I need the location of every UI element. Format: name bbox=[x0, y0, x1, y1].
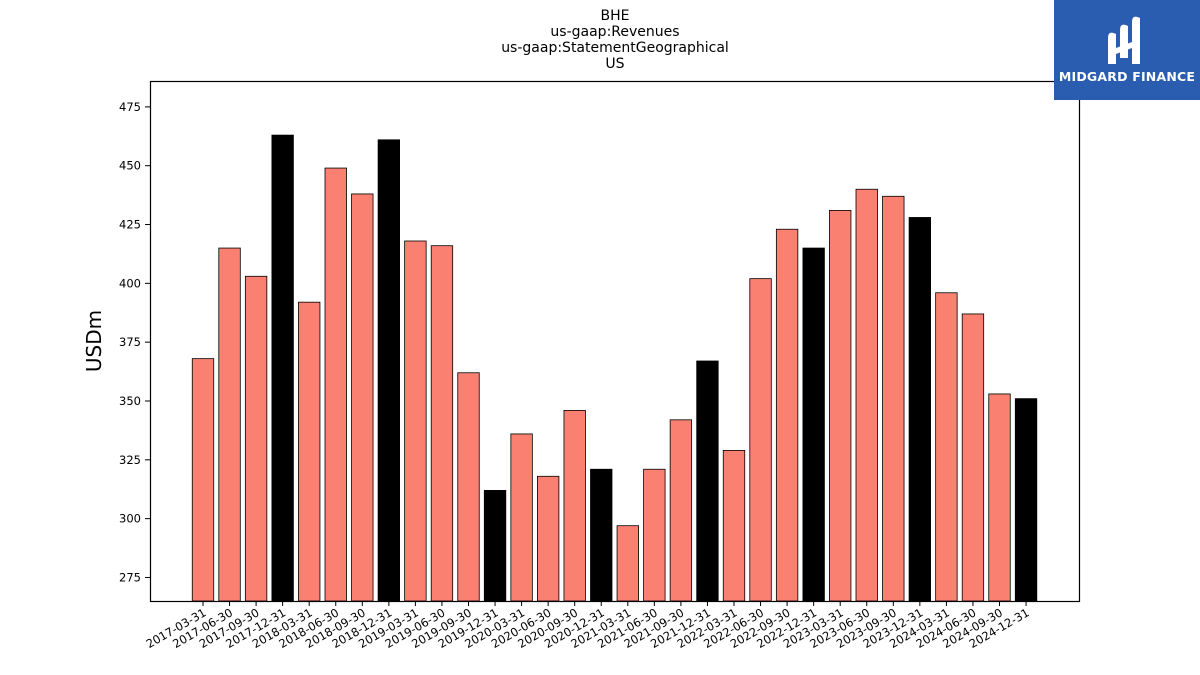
bars-group bbox=[191, 134, 1038, 602]
bar-2023-09-30 bbox=[882, 195, 905, 602]
bar-2023-06-30 bbox=[855, 188, 878, 602]
bar-2017-06-30 bbox=[218, 247, 241, 602]
y-tick-label: 350 bbox=[119, 394, 141, 408]
logo-text: MIDGARD FINANCE bbox=[1058, 69, 1196, 84]
bar-2020-03-31 bbox=[510, 433, 533, 602]
y-tick-label: 275 bbox=[119, 570, 141, 584]
bar-2017-03-31 bbox=[191, 358, 215, 602]
y-tick-label: 375 bbox=[119, 335, 141, 349]
bar-2022-12-31 bbox=[802, 247, 825, 602]
bar-2019-03-31 bbox=[404, 240, 427, 602]
y-axis: 275 300 325 350 375 400 425 450 475 bbox=[119, 100, 150, 584]
bar-2024-12-31 bbox=[1014, 398, 1038, 602]
x-axis: 2017-03-312017-06-302017-09-302017-12-31… bbox=[144, 601, 1032, 651]
y-tick-label: 300 bbox=[119, 512, 141, 526]
bar-2024-03-31 bbox=[935, 292, 958, 602]
bar-2023-12-31 bbox=[908, 217, 931, 602]
title-line-axis: us-gaap:StatementGeographical bbox=[501, 40, 729, 56]
plot-frame bbox=[149, 80, 1081, 603]
bar-2018-09-30 bbox=[351, 193, 374, 602]
bar-2021-12-31 bbox=[696, 360, 719, 602]
bar-2022-03-31 bbox=[722, 450, 746, 602]
bar-2020-12-31 bbox=[590, 468, 613, 602]
bar-2017-12-31 bbox=[271, 134, 294, 602]
bar-2019-06-30 bbox=[430, 245, 454, 602]
y-tick-label: 400 bbox=[119, 276, 141, 290]
y-axis-label: USDm bbox=[82, 310, 106, 372]
y-tick-label: 325 bbox=[119, 453, 141, 467]
bar-2024-06-30 bbox=[961, 313, 985, 602]
bar-2019-12-31 bbox=[483, 490, 507, 602]
bar-2018-12-31 bbox=[377, 139, 401, 602]
midgard-finance-logo: MIDGARD FINANCE bbox=[1054, 0, 1200, 100]
logo-mark-icon bbox=[1108, 16, 1140, 65]
title-line-company: BHE bbox=[600, 8, 630, 24]
bar-2022-09-30 bbox=[775, 228, 799, 602]
bar-2019-09-30 bbox=[457, 372, 480, 602]
title-line-member: US bbox=[605, 56, 625, 72]
title-line-concept: us-gaap:Revenues bbox=[550, 24, 680, 40]
y-tick-label: 425 bbox=[119, 218, 141, 232]
y-tick-label: 450 bbox=[119, 159, 141, 173]
bar-2022-06-30 bbox=[749, 278, 772, 602]
bar-2023-03-31 bbox=[829, 210, 852, 602]
bar-2024-09-30 bbox=[988, 393, 1011, 602]
bar-2018-03-31 bbox=[298, 301, 321, 602]
bar-2018-06-30 bbox=[324, 167, 347, 602]
bar-2020-06-30 bbox=[537, 475, 560, 602]
y-tick-label: 475 bbox=[119, 100, 141, 114]
bar-2020-09-30 bbox=[563, 410, 586, 602]
bar-2021-06-30 bbox=[643, 468, 666, 602]
bar-2017-09-30 bbox=[244, 275, 268, 602]
bar-2021-09-30 bbox=[669, 419, 693, 602]
bar-2021-03-31 bbox=[616, 525, 639, 602]
